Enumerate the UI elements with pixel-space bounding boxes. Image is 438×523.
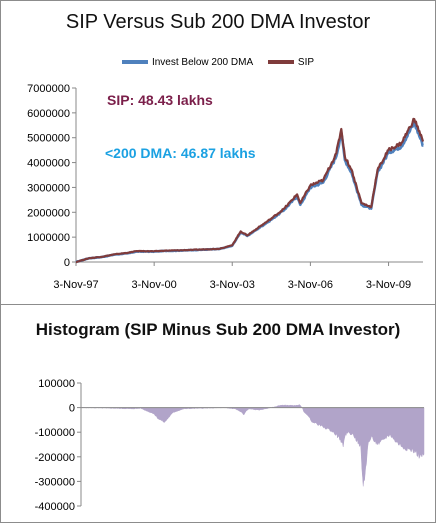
annotation-sip: SIP: 48.43 lakhs — [107, 92, 213, 108]
chart-panel-bottom: Histogram (SIP Minus Sub 200 DMA Investo… — [0, 304, 436, 523]
x-tick-label: 3-Nov-00 — [132, 279, 177, 291]
legend-item-sip: SIP — [267, 56, 315, 68]
series-line-invest-below-200-dma — [75, 121, 424, 264]
hist-y-tick-label: 0 — [69, 403, 75, 415]
histogram-title: Histogram (SIP Minus Sub 200 DMA Investo… — [35, 320, 401, 339]
chart-legend: Invest Below 200 DMA SIP — [1, 56, 435, 68]
y-tick-label: 2000000 — [27, 207, 70, 219]
series-line-sip — [75, 117, 425, 264]
x-tick-label: 3-Nov-03 — [210, 279, 255, 291]
hist-y-tick-label: 100000 — [38, 378, 75, 390]
legend-swatch-sip — [267, 60, 294, 64]
legend-label-dma: Invest Below 200 DMA — [151, 56, 254, 68]
y-tick-label: 0 — [64, 257, 70, 269]
line-chart-svg: 0 1000000 2000000 3000000 4000000 5000000 6000… — [27, 83, 425, 291]
hist-y-tick-label: -400000 — [35, 501, 75, 513]
legend-label-sip: SIP — [297, 56, 315, 68]
annotation-dma: <200 DMA: 46.87 lakhs — [105, 145, 256, 161]
x-tick-label: 3-Nov-09 — [366, 279, 411, 291]
legend-swatch-dma — [121, 60, 148, 64]
histogram-svg: 100000 0 -100000 -200000 -300000 -400000 — [35, 378, 425, 513]
x-tick-label: 3-Nov-97 — [53, 279, 98, 291]
y-tick-label: 6000000 — [27, 108, 70, 120]
legend-item-dma: Invest Below 200 DMA — [121, 56, 254, 68]
y-tick-label: 1000000 — [27, 232, 70, 244]
chart-panel-top: SIP Versus Sub 200 DMA Investor Invest B… — [0, 0, 436, 305]
x-tick-label: 3-Nov-06 — [288, 279, 333, 291]
y-tick-label: 7000000 — [27, 83, 70, 95]
chart-title: SIP Versus Sub 200 DMA Investor — [65, 11, 371, 33]
y-tick-label: 5000000 — [27, 133, 70, 145]
hist-y-tick-label: -100000 — [35, 427, 75, 439]
hist-y-tick-label: -300000 — [35, 476, 75, 488]
y-tick-label: 4000000 — [27, 158, 70, 170]
hist-y-tick-label: -200000 — [35, 452, 75, 464]
histogram-area — [80, 404, 425, 487]
y-tick-label: 3000000 — [27, 182, 70, 194]
